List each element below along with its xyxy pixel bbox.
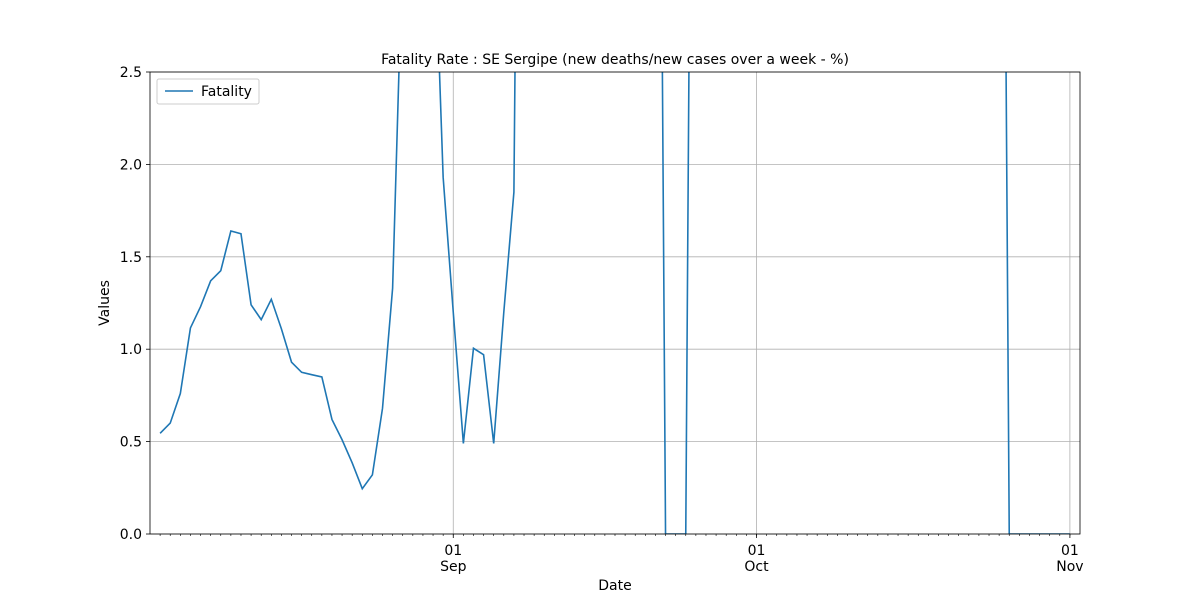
y-axis-label: Values (97, 280, 113, 326)
y-tick-label: 0.0 (120, 527, 142, 543)
x-tick-sublabel: Sep (440, 559, 467, 575)
x-axis-label: Date (598, 578, 631, 594)
legend-box (156, 78, 260, 105)
data-line (159, 72, 1070, 534)
x-tick-sublabel: Nov (1056, 559, 1083, 575)
y-tick-label: 1.5 (120, 250, 142, 266)
y-tick-label: 2.5 (120, 65, 142, 81)
legend: Fatality (156, 78, 260, 105)
plot-frame (149, 71, 1081, 535)
y-tick-label: 1.0 (120, 342, 142, 358)
x-tick-label: 01 (1061, 543, 1079, 559)
y-tick-label: 2.0 (120, 157, 142, 173)
chart-title: Fatality Rate : SE Sergipe (new deaths/n… (381, 52, 849, 68)
x-tick-label: 01 (444, 543, 462, 559)
y-tick-label: 0.5 (120, 435, 142, 451)
legend-label: Fatality (201, 84, 252, 100)
x-tick-label: 01 (748, 543, 766, 559)
x-tick-sublabel: Oct (744, 559, 769, 575)
